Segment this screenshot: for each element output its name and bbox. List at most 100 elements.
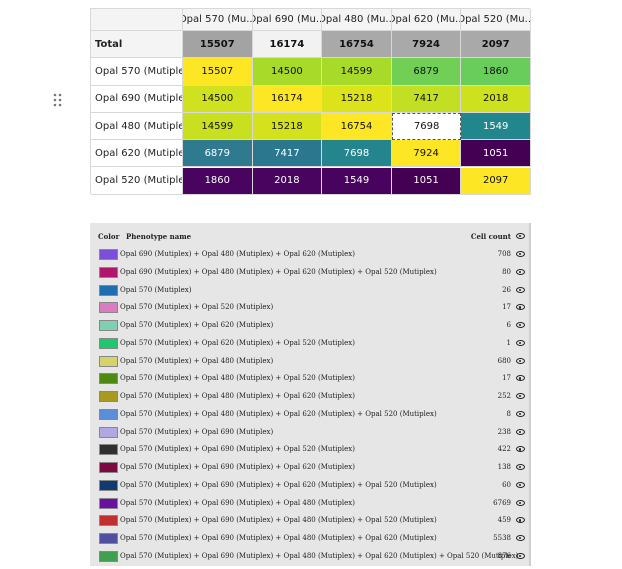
phenotype-name: Opal 570 (Mutiplex) + Opal 620 (Mutiplex… <box>120 338 355 347</box>
column-header[interactable]: Opal 620 (Mu... <box>391 9 462 31</box>
matrix-cell[interactable]: 2097 <box>461 167 531 195</box>
column-header: Color <box>98 232 120 241</box>
matrix-cell[interactable]: 2097 <box>461 31 531 59</box>
cell-count: 459 <box>497 516 511 525</box>
matrix-cell[interactable]: 2018 <box>461 85 531 113</box>
matrix-cell[interactable]: 7417 <box>252 140 323 168</box>
matrix-cell[interactable]: 7698 <box>391 112 462 141</box>
matrix-cell[interactable]: 16754 <box>322 112 392 141</box>
matrix-cell[interactable]: 7924 <box>391 31 462 59</box>
matrix-cell[interactable]: 15218 <box>322 85 392 113</box>
matrix-cell[interactable]: 7698 <box>322 140 392 168</box>
phenotype-name: Opal 690 (Mutiplex) + Opal 480 (Mutiplex… <box>120 250 355 258</box>
visibility-icon[interactable] <box>516 268 525 275</box>
visibility-icon[interactable] <box>516 464 525 470</box>
matrix-cell[interactable]: 1549 <box>322 167 392 195</box>
phenotype-name: Opal 570 (Mutiplex) + Opal 690 (Mutiplex… <box>120 516 437 525</box>
matrix-cell[interactable]: 7417 <box>391 85 462 113</box>
cell-count: 6769 <box>493 498 511 507</box>
color-swatch <box>99 302 118 314</box>
header-cell <box>91 9 183 31</box>
matrix-cell[interactable]: 16174 <box>252 85 323 113</box>
row-header[interactable]: Opal 690 (Mutiplex) <box>91 85 183 113</box>
column-header[interactable]: Opal 480 (Mu... <box>322 9 392 31</box>
visibility-icon[interactable] <box>516 535 525 541</box>
cell-count: 80 <box>502 267 511 276</box>
matrix-cell[interactable]: 14500 <box>252 58 323 86</box>
matrix-cell[interactable]: 1051 <box>461 140 531 168</box>
matrix-cell[interactable]: 1860 <box>461 58 531 86</box>
column-header: Phenotype name <box>126 232 192 241</box>
visibility-icon[interactable] <box>516 233 525 239</box>
phenotype-name: Opal 570 (Mutiplex) + Opal 520 (Mutiplex… <box>120 303 274 312</box>
visibility-icon[interactable] <box>516 286 525 293</box>
matrix-cell[interactable]: 1549 <box>461 112 531 141</box>
phenotype-name: Opal 570 (Mutiplex) <box>120 285 192 294</box>
color-swatch <box>99 426 118 438</box>
visibility-icon[interactable] <box>516 251 525 257</box>
column-header[interactable]: Opal 690 (Mu... <box>252 9 323 31</box>
matrix-cell[interactable]: 14500 <box>183 85 253 113</box>
row-header[interactable]: Opal 620 (Mutiplex) <box>91 140 183 168</box>
phenotype-name: Opal 570 (Mutiplex) + Opal 480 (Mutiplex… <box>120 392 355 400</box>
row-header[interactable]: Opal 570 (Mutiplex) <box>91 58 183 86</box>
matrix-cell[interactable]: 2018 <box>252 167 323 195</box>
matrix-cell[interactable]: 1051 <box>391 167 462 195</box>
visibility-icon[interactable] <box>516 517 525 524</box>
matrix-cell[interactable]: 6879 <box>183 140 253 168</box>
cell-count: 422 <box>497 445 511 454</box>
visibility-icon[interactable] <box>516 357 525 364</box>
color-swatch <box>99 408 118 420</box>
matrix-cell[interactable]: 1860 <box>183 167 253 195</box>
phenotype-name: Opal 570 (Mutiplex) + Opal 690 (Mutiplex… <box>120 480 437 489</box>
visibility-icon[interactable] <box>516 339 525 346</box>
phenotype-name: Opal 570 (Mutiplex) + Opal 690 (Mutiplex… <box>120 445 355 454</box>
matrix-cell[interactable]: 15218 <box>252 112 323 141</box>
visibility-icon[interactable] <box>516 322 525 328</box>
phenotype-name: Opal 570 (Mutiplex) + Opal 480 (Mutiplex… <box>120 409 437 418</box>
visibility-icon[interactable] <box>516 410 525 417</box>
phenotype-name: Opal 570 (Mutiplex) + Opal 690 (Mutiplex… <box>120 551 519 560</box>
phenotype-name: Opal 570 (Mutiplex) + Opal 690 (Mutiplex… <box>120 534 437 542</box>
cell-count: 876 <box>497 551 511 560</box>
cell-count: 1 <box>506 338 511 347</box>
visibility-icon[interactable] <box>516 428 525 435</box>
phenotype-name: Opal 570 (Mutiplex) + Opal 480 (Mutiplex… <box>120 374 355 383</box>
column-header[interactable]: Opal 570 (Mu... <box>183 9 253 31</box>
cell-count: 708 <box>497 250 511 258</box>
cell-count: 26 <box>502 285 511 294</box>
matrix-cell[interactable]: 7924 <box>391 140 462 168</box>
row-header[interactable]: Opal 520 (Mutiplex) <box>91 167 183 195</box>
visibility-icon[interactable] <box>516 481 525 488</box>
visibility-icon[interactable] <box>516 446 525 453</box>
color-swatch <box>99 373 118 385</box>
matrix-cell[interactable]: 15507 <box>183 31 253 59</box>
row-header[interactable]: Opal 480 (Mutiplex) <box>91 112 183 141</box>
cell-count: 252 <box>497 392 511 400</box>
matrix-cell[interactable]: 15507 <box>183 58 253 86</box>
matrix-cell[interactable]: 14599 <box>322 58 392 86</box>
drag-handle[interactable] <box>52 92 64 108</box>
cell-count: 138 <box>497 463 511 471</box>
color-swatch <box>99 337 118 349</box>
visibility-icon[interactable] <box>516 499 525 506</box>
visibility-icon[interactable] <box>516 393 525 399</box>
matrix-cell[interactable]: 14599 <box>183 112 253 141</box>
matrix-cell[interactable]: 16174 <box>252 31 323 59</box>
color-swatch <box>99 284 118 296</box>
matrix-cell[interactable]: 16754 <box>322 31 392 59</box>
matrix-cell[interactable]: 6879 <box>391 58 462 86</box>
visibility-icon[interactable] <box>516 552 525 559</box>
visibility-icon[interactable] <box>516 304 525 311</box>
visibility-icon[interactable] <box>516 375 525 382</box>
color-swatch <box>99 391 118 402</box>
phenotype-list: Color Phenotype name Cell count Opal 690 (M… <box>90 223 531 566</box>
co-occurrence-table: Opal 570 (Mu... Opal 690 (Mu... Opal 480 (… <box>90 8 531 195</box>
color-swatch <box>99 320 118 331</box>
column-header[interactable]: Opal 520 (Mu... <box>461 9 531 31</box>
cell-count: 238 <box>497 427 511 436</box>
phenotype-name: Opal 570 (Mutiplex) + Opal 690 (Mutiplex… <box>120 427 274 436</box>
row-header[interactable]: Total <box>91 31 183 59</box>
column-header: Cell count <box>470 232 511 241</box>
